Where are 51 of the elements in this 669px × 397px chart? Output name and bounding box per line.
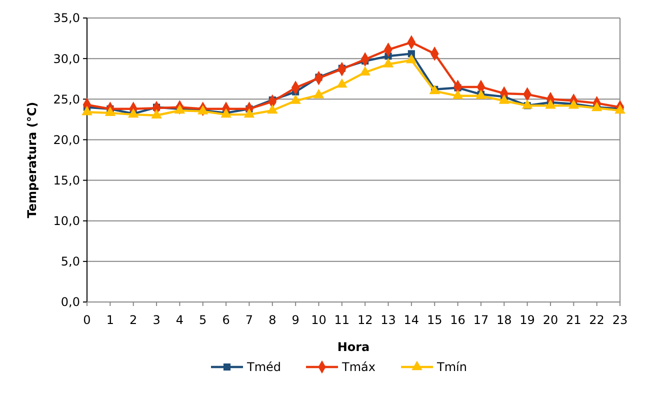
point (452, 90, 464, 99)
point (244, 108, 255, 118)
point (151, 109, 162, 118)
x-tick-label: 22 (589, 313, 604, 327)
x-tick-label: 12 (357, 313, 373, 327)
x-tick-label: 19 (520, 313, 535, 327)
x-tick-label: 17 (473, 313, 489, 327)
y-axis-title: Temperatura (°C) (25, 102, 39, 218)
x-tick-label: 7 (245, 313, 254, 327)
x-tick-label: 10 (311, 313, 326, 327)
point (313, 88, 324, 98)
y-tick-label: 35,0 (53, 11, 80, 26)
point (82, 106, 92, 116)
x-tick-label: 18 (496, 313, 512, 327)
point (104, 106, 116, 116)
legend-label: Tmáx (341, 360, 376, 374)
y-tick-label: 15,0 (53, 173, 80, 188)
y-tick-label: 30,0 (53, 52, 80, 66)
x-tick-label: 16 (450, 313, 466, 327)
x-tick-label: 8 (268, 313, 276, 327)
point (522, 99, 533, 109)
point (498, 94, 510, 104)
x-tick-label: 15 (426, 313, 442, 327)
x-tick-label: 6 (222, 313, 230, 327)
x-tick-label: 13 (380, 313, 396, 327)
x-tick-label: 11 (334, 313, 350, 327)
y-tick-label: 20,0 (53, 132, 80, 147)
x-tick-label: 9 (292, 313, 300, 327)
x-tick-label: 4 (176, 313, 184, 327)
y-tick-label: 0,0 (60, 295, 80, 310)
point (290, 94, 301, 104)
point (382, 58, 394, 68)
x-axis-title: Hora (337, 340, 370, 354)
point (267, 104, 278, 114)
x-tick-label: 5 (199, 313, 207, 327)
x-tick-label: 3 (152, 313, 160, 327)
point (545, 99, 556, 109)
x-tick-label: 2 (130, 313, 138, 327)
point (360, 66, 370, 76)
y-tick-label: 10,0 (53, 214, 80, 228)
point (336, 78, 348, 88)
x-tick-label: 1 (106, 313, 114, 327)
y-tick-label: 25,0 (53, 92, 80, 106)
x-tick-label: 23 (612, 313, 628, 327)
legend-label: Tméd (246, 360, 282, 374)
legend-label: Tmín (436, 360, 467, 374)
y-tick-label: 5,0 (60, 254, 80, 269)
x-tick-label: 14 (404, 313, 420, 327)
x-tick-label: 0 (83, 313, 91, 327)
x-tick-label: 20 (542, 313, 558, 327)
x-tick-label: 21 (566, 313, 582, 327)
